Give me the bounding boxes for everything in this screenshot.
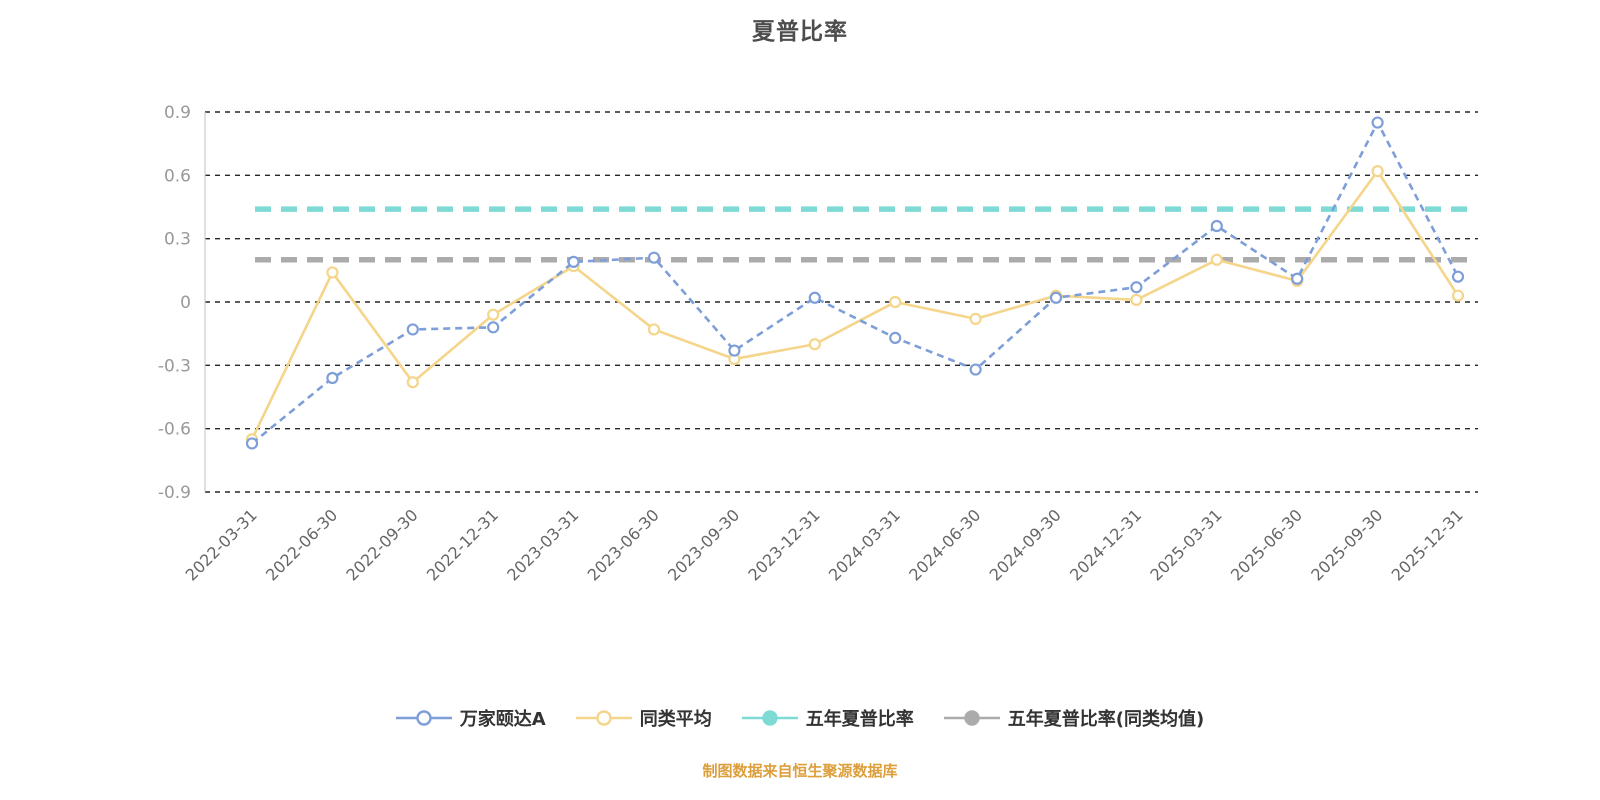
svg-text:-0.3: -0.3 [158,356,191,376]
legend-label: 五年夏普比率 [805,709,914,730]
line-series-marker-icon [395,710,452,726]
chart-title: 夏普比率 [752,19,848,45]
svg-text:0.6: 0.6 [164,166,191,186]
svg-text:2025-03-31: 2025-03-31 [1146,505,1225,584]
svg-text:2022-12-31: 2022-12-31 [423,505,502,584]
legend: 万家颐达A 同类平均 五年夏普比率 五年夏普比率(同类均值) [0,700,1600,736]
svg-text:2025-09-30: 2025-09-30 [1307,505,1386,584]
svg-text:2022-06-30: 2022-06-30 [262,505,341,584]
svg-text:2023-09-30: 2023-09-30 [664,505,743,584]
line-series-marker-icon [575,710,632,726]
svg-text:2023-12-31: 2023-12-31 [744,505,823,584]
legend-label: 五年夏普比率(同类均值) [1007,709,1205,730]
legend-item-tonglei-pingjun[interactable]: 同类平均 [575,705,712,731]
svg-text:-0.9: -0.9 [158,483,191,503]
svg-text:-0.6: -0.6 [158,420,191,440]
legend-label: 同类平均 [639,709,712,730]
reference-line-marker-icon [741,710,798,726]
svg-text:2023-03-31: 2023-03-31 [503,505,582,584]
svg-text:2022-09-30: 2022-09-30 [342,505,421,584]
data-source-caption: 制图数据来自恒生聚源数据库 [702,762,898,780]
svg-text:2024-03-31: 2024-03-31 [825,505,904,584]
svg-text:0.9: 0.9 [164,103,191,123]
svg-text:2024-12-31: 2024-12-31 [1066,505,1145,584]
legend-item-wanjia-yida-a[interactable]: 万家颐达A [395,705,546,731]
svg-text:2024-06-30: 2024-06-30 [905,505,984,584]
svg-text:2022-03-31: 2022-03-31 [182,505,261,584]
svg-text:0: 0 [180,293,191,313]
svg-text:2023-06-30: 2023-06-30 [584,505,663,584]
reference-line-marker-icon [943,710,1000,726]
svg-text:2025-12-31: 2025-12-31 [1388,505,1467,584]
legend-item-5y-sharpe-avg[interactable]: 五年夏普比率(同类均值) [943,705,1205,731]
svg-text:2024-09-30: 2024-09-30 [986,505,1065,584]
svg-text:0.3: 0.3 [164,230,191,250]
legend-item-5y-sharpe[interactable]: 五年夏普比率 [741,705,914,731]
svg-text:2025-06-30: 2025-06-30 [1227,505,1306,584]
legend-label: 万家颐达A [459,709,546,730]
